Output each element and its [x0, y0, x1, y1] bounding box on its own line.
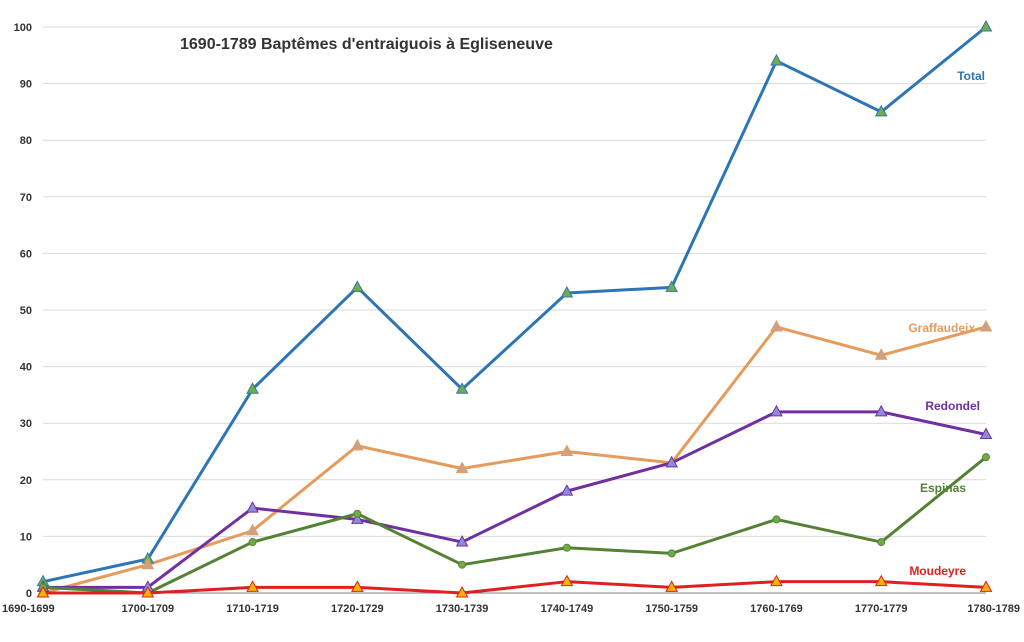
data-point-graffaudeix	[560, 444, 574, 456]
series-label-moudeyre: Moudeyre	[909, 564, 966, 578]
y-tick-label: 10	[20, 531, 32, 543]
data-point-redondel	[350, 512, 364, 524]
data-point-moudeyre	[36, 585, 50, 598]
y-tick-label: 60	[20, 248, 32, 260]
data-point-redondel	[560, 484, 574, 496]
series-line-espinas	[42, 455, 987, 595]
data-point-graffaudeix	[979, 319, 993, 332]
chart-title: 1690-1789 Baptêmes d'entraiguois à Eglis…	[180, 36, 553, 53]
data-point-espinas	[353, 509, 362, 518]
data-point-moudeyre	[455, 585, 469, 598]
data-point-espinas	[877, 538, 886, 547]
series-labels: Total Graffaudeix Redondel Espinas Moudeyre	[908, 69, 985, 578]
data-point-espinas	[458, 560, 467, 569]
data-point-moudeyre	[770, 574, 783, 587]
data-point-total	[560, 285, 574, 298]
data-point-moudeyre	[665, 580, 679, 592]
x-tick-label: 1770-1779	[855, 603, 908, 615]
data-point-redondel	[246, 501, 259, 513]
x-tick-label: 1780-1789	[967, 603, 1020, 615]
x-tick-label: 1720-1729	[331, 603, 384, 615]
series-label-total: Total	[957, 69, 985, 83]
x-tick-label: 1740-1749	[541, 603, 594, 615]
data-point-total	[770, 53, 783, 66]
data-point-espinas	[667, 549, 676, 558]
y-tick-label: 40	[20, 362, 32, 374]
data-point-graffaudeix	[770, 319, 783, 332]
y-tick-label: 30	[20, 418, 32, 430]
data-point-total	[874, 104, 888, 117]
data-point-total	[665, 280, 679, 292]
data-point-espinas	[562, 543, 571, 552]
data-point-redondel	[665, 455, 679, 468]
data-point-redondel	[874, 404, 888, 417]
data-point-moudeyre	[350, 580, 364, 592]
data-point-espinas	[982, 453, 990, 462]
y-tick-label: 0	[26, 588, 32, 600]
data-point-espinas	[248, 538, 257, 547]
data-point-total	[350, 280, 364, 292]
series-markers	[36, 19, 993, 598]
data-point-graffaudeix	[246, 523, 259, 536]
data-point-moudeyre	[141, 585, 155, 598]
x-tick-label: 1750-1759	[645, 603, 698, 615]
series-label-graffaudeix: Graffaudeix	[908, 321, 975, 335]
x-tick-label: 1700-1709	[121, 603, 174, 615]
data-point-total	[246, 382, 259, 394]
data-point-moudeyre	[979, 580, 993, 592]
gridlines	[43, 26, 986, 537]
series-line-moudeyre	[43, 580, 987, 595]
series-label-redondel: Redondel	[925, 399, 980, 413]
data-point-graffaudeix	[874, 348, 888, 360]
data-point-redondel	[455, 535, 469, 547]
data-point-moudeyre	[874, 574, 888, 587]
series-lines	[42, 25, 987, 595]
data-point-graffaudeix	[350, 438, 364, 451]
data-point-total	[455, 382, 469, 394]
x-tick-label: 1710-1719	[226, 603, 279, 615]
y-tick-label: 70	[20, 192, 32, 204]
data-point-graffaudeix	[455, 461, 469, 473]
series-line-redondel	[43, 410, 987, 589]
x-tick-label: 1760-1769	[750, 603, 803, 615]
series-label-espinas: Espinas	[920, 481, 966, 495]
y-tick-label: 20	[20, 475, 32, 487]
data-point-moudeyre	[560, 574, 574, 587]
y-tick-label: 80	[20, 135, 32, 147]
series-line-total	[42, 25, 987, 584]
data-point-graffaudeix	[141, 557, 155, 570]
data-point-total	[979, 19, 993, 32]
x-tick-label: 1730-1739	[436, 603, 489, 615]
y-tick-label: 100	[14, 22, 32, 34]
data-point-espinas	[772, 515, 781, 524]
data-point-redondel	[770, 404, 783, 417]
data-point-redondel	[979, 427, 993, 440]
data-point-moudeyre	[246, 580, 259, 592]
y-tick-label: 50	[20, 305, 32, 317]
axes: 0 10 20 30 40 50 60 70 80 90 100 1690-1699 1700-1709…	[2, 22, 1020, 615]
x-tick-label: 1690-1699	[2, 603, 55, 615]
y-tick-label: 90	[20, 79, 32, 91]
